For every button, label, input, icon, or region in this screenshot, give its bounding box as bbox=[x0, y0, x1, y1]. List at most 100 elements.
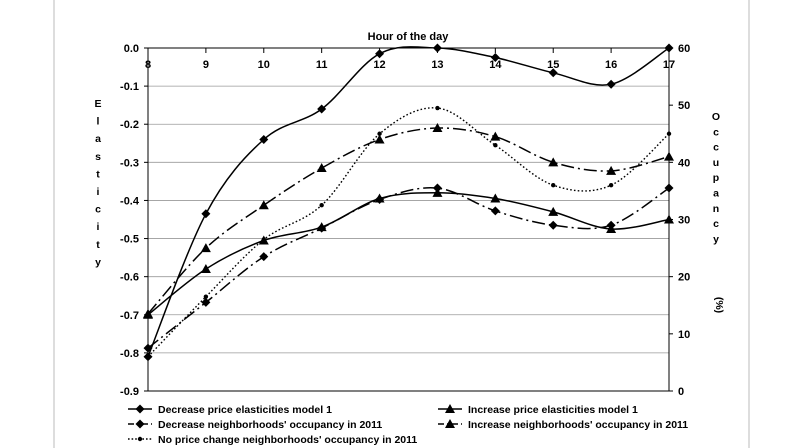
legend-marker bbox=[135, 404, 145, 414]
series-line bbox=[147, 192, 670, 316]
data-point bbox=[319, 203, 324, 208]
left-y-tick-label: -0.4 bbox=[120, 195, 140, 207]
data-point bbox=[432, 123, 443, 133]
data-point bbox=[259, 252, 269, 262]
data-point bbox=[664, 151, 674, 161]
data-point bbox=[490, 206, 500, 216]
data-point bbox=[201, 209, 211, 219]
data-point bbox=[606, 79, 616, 89]
legend-label: Increase price elasticities model 1 bbox=[468, 404, 638, 416]
axes bbox=[147, 47, 670, 392]
legend-marker bbox=[135, 419, 145, 429]
data-point bbox=[317, 104, 327, 114]
data-point bbox=[200, 264, 211, 274]
right-y-tick-label: 0 bbox=[678, 386, 684, 398]
data-point bbox=[606, 165, 617, 175]
series-4 bbox=[143, 123, 674, 318]
data-point bbox=[548, 220, 558, 230]
legend-marker bbox=[445, 404, 455, 413]
legend-marker bbox=[137, 436, 143, 442]
left-y-axis-letter: c bbox=[95, 204, 101, 216]
data-point bbox=[259, 134, 269, 144]
legend-label: Decrease price elasticities model 1 bbox=[158, 404, 332, 416]
left-y-axis-letter: s bbox=[95, 151, 101, 163]
right-y-ticks: 60 50 40 30 20 10 0 bbox=[669, 43, 690, 398]
left-y-ticks: 0.0 -0.1 -0.2 -0.3 -0.4 -0.5 -0.6 -0.7 -0.8 -0.9 bbox=[120, 43, 148, 398]
x-tick-label: 8 bbox=[145, 59, 151, 71]
right-y-tick-label: 10 bbox=[678, 329, 690, 341]
left-y-axis-letter: y bbox=[95, 256, 101, 268]
data-point bbox=[490, 53, 500, 63]
left-y-axis-letter: t bbox=[96, 168, 100, 180]
data-point bbox=[548, 206, 559, 216]
series-line bbox=[147, 187, 670, 349]
data-point bbox=[201, 297, 211, 307]
data-point bbox=[606, 220, 616, 230]
x-tick-label: 16 bbox=[605, 59, 617, 71]
series-2 bbox=[143, 187, 674, 319]
right-y-axis-unit: (%) bbox=[713, 297, 725, 313]
data-point bbox=[435, 105, 440, 111]
data-point bbox=[490, 193, 501, 203]
series-3 bbox=[143, 183, 674, 353]
series-line bbox=[147, 46, 670, 357]
data-point bbox=[258, 200, 269, 210]
left-y-tick-label: -0.7 bbox=[120, 310, 139, 322]
x-tick-label: 15 bbox=[547, 59, 559, 71]
data-point bbox=[666, 131, 672, 136]
data-point bbox=[664, 43, 674, 53]
data-point bbox=[377, 131, 382, 136]
series-1 bbox=[143, 43, 674, 362]
left-y-tick-label: -0.1 bbox=[120, 81, 139, 93]
data-point bbox=[551, 183, 556, 188]
series-line bbox=[147, 107, 670, 358]
left-y-tick-label: -0.6 bbox=[120, 272, 139, 284]
data-point bbox=[548, 157, 559, 167]
data-point bbox=[493, 142, 498, 148]
left-y-tick-label: -0.2 bbox=[120, 119, 139, 131]
legend-item: Increase price elasticities model 1 bbox=[438, 404, 638, 416]
data-point bbox=[664, 183, 674, 193]
legend-label: Increase neighborhoods' occupancy in 201… bbox=[468, 419, 688, 431]
x-tick-label: 13 bbox=[431, 59, 443, 71]
data-point bbox=[261, 237, 266, 242]
left-y-tick-label: -0.8 bbox=[120, 348, 139, 360]
data-point bbox=[664, 214, 674, 224]
right-y-axis-letter: n bbox=[713, 203, 719, 215]
data-point bbox=[432, 183, 442, 193]
series-layer bbox=[143, 43, 674, 362]
data-point bbox=[490, 131, 501, 141]
gridlines bbox=[148, 47, 669, 392]
left-y-axis-letter: t bbox=[96, 239, 100, 251]
legend-item: Decrease neighborhoods' occupancy in 201… bbox=[128, 419, 382, 431]
data-point bbox=[548, 68, 558, 78]
legend-item: No price change neighborhoods' occupancy… bbox=[128, 434, 417, 446]
right-y-tick-label: 60 bbox=[678, 43, 690, 55]
right-y-axis-letter: u bbox=[713, 157, 719, 169]
left-y-tick-label: -0.5 bbox=[120, 234, 139, 246]
data-point bbox=[375, 49, 385, 59]
data-point bbox=[316, 163, 327, 173]
x-tick-label: 10 bbox=[258, 59, 270, 71]
left-y-axis-letter: i bbox=[97, 186, 100, 198]
data-point bbox=[143, 343, 153, 353]
right-y-axis-letter: a bbox=[713, 188, 719, 200]
right-y-axis-letter: y bbox=[713, 233, 719, 245]
x-tick-label: 11 bbox=[316, 59, 328, 71]
right-y-tick-label: 30 bbox=[678, 215, 690, 227]
x-tick-label: 9 bbox=[203, 59, 209, 71]
right-y-axis-letter: p bbox=[713, 172, 719, 184]
legend-item: Increase neighborhoods' occupancy in 201… bbox=[438, 419, 688, 431]
data-point bbox=[203, 294, 209, 299]
right-y-tick-label: 50 bbox=[678, 100, 690, 112]
right-y-tick-label: 20 bbox=[678, 272, 690, 284]
legend-label: Decrease neighborhoods' occupancy in 201… bbox=[158, 419, 382, 431]
data-point bbox=[432, 43, 442, 53]
right-y-axis-letter: O bbox=[712, 111, 720, 123]
left-y-tick-label: 0.0 bbox=[124, 43, 139, 55]
right-y-axis-letter: c bbox=[713, 142, 719, 154]
right-y-axis-letter: c bbox=[713, 126, 719, 138]
data-point bbox=[143, 308, 153, 318]
